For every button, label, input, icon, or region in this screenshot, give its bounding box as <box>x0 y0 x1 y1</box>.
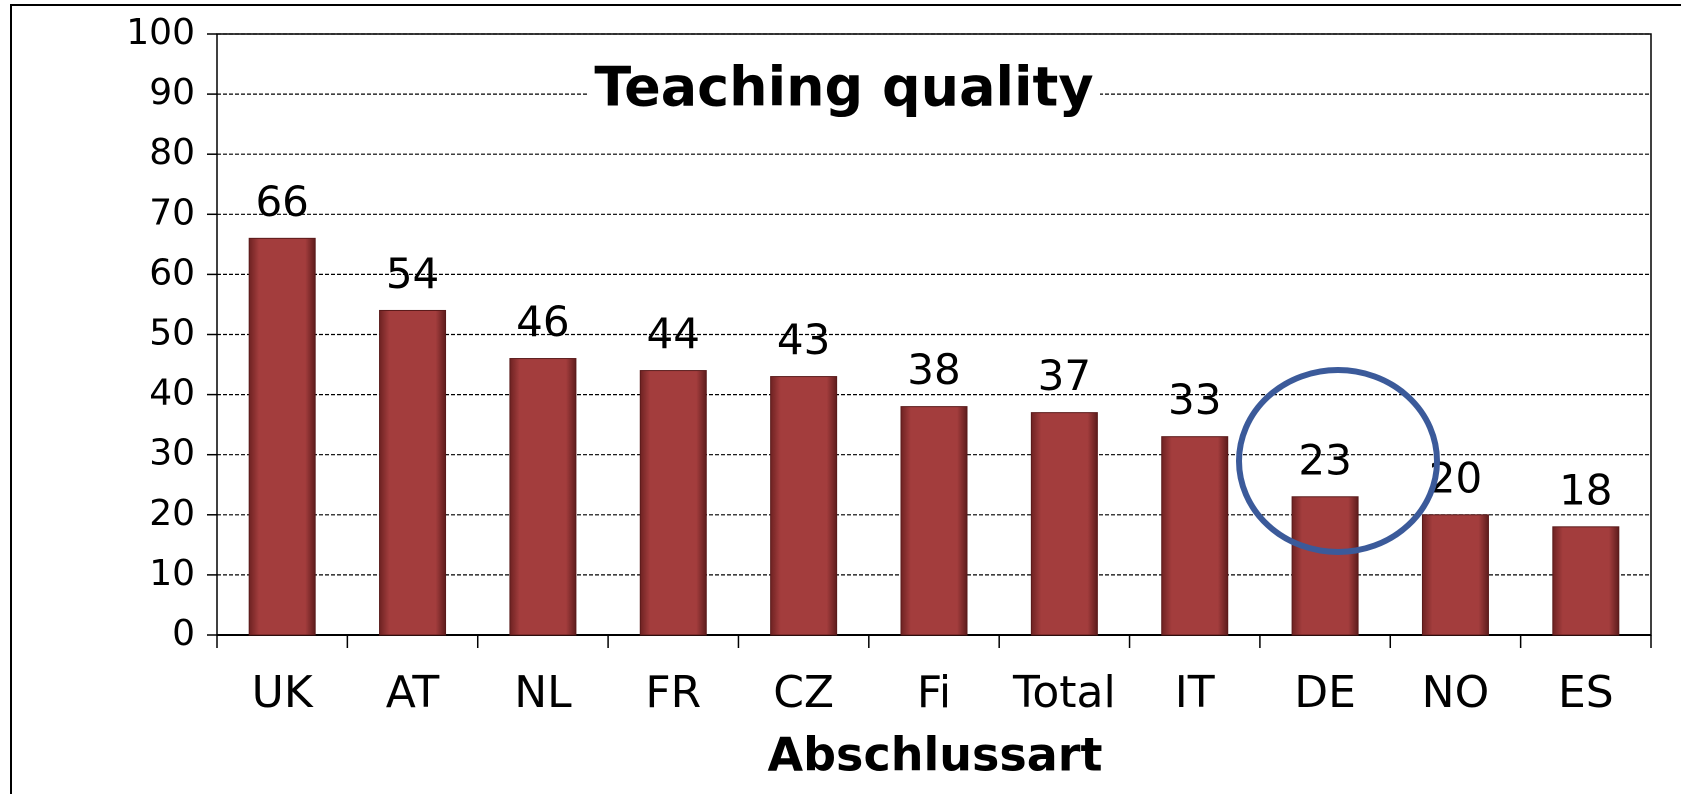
bar <box>509 358 577 636</box>
data-label: 37 <box>1038 351 1091 400</box>
y-tick-label: 100 <box>126 12 195 53</box>
x-tick-label: DE <box>1294 667 1356 718</box>
x-tick-label: IT <box>1175 667 1215 718</box>
x-tick-label: CZ <box>773 667 834 718</box>
data-label: 23 <box>1298 435 1351 484</box>
bar <box>1291 496 1359 636</box>
bars: UK 66 AT 54 NL 46 FR 44 CZ 43 Fi 38 Total 37 IT 33 DE 23 N… <box>248 177 1620 718</box>
y-tick-label: 40 <box>149 373 195 414</box>
y-tick-label: 30 <box>149 433 195 474</box>
x-tick-label: AT <box>386 667 440 718</box>
data-label: 33 <box>1168 375 1221 424</box>
bar <box>639 370 707 636</box>
data-label: 18 <box>1559 465 1612 514</box>
data-label: 38 <box>907 345 960 394</box>
y-tick-label: 90 <box>149 72 195 113</box>
highlight-circle <box>1236 367 1440 555</box>
y-tick-label: 80 <box>149 132 195 173</box>
chart-title: Teaching quality <box>594 56 1093 119</box>
bar <box>1030 412 1098 636</box>
bar <box>1552 526 1620 636</box>
y-tick-label: 10 <box>149 553 195 594</box>
x-tick-label: Total <box>1012 667 1116 718</box>
data-label: 66 <box>255 177 308 226</box>
data-label: 44 <box>647 309 700 358</box>
y-tick-label: 70 <box>149 192 195 233</box>
title-background <box>588 60 1100 122</box>
x-tick-label: NL <box>514 667 572 718</box>
bar <box>1421 514 1489 636</box>
bar <box>1161 436 1229 636</box>
y-tick-label: 20 <box>149 493 195 534</box>
x-tick-label: FR <box>645 667 701 718</box>
bar <box>770 376 838 636</box>
x-axis-label: Abschlussart <box>768 728 1103 782</box>
data-label: 54 <box>386 249 439 298</box>
x-tick-label: UK <box>252 667 314 718</box>
bar <box>900 406 968 636</box>
x-tick-label: NO <box>1422 667 1490 718</box>
x-tick-label: ES <box>1558 667 1614 718</box>
bar <box>248 237 316 636</box>
chart-border <box>10 4 1681 794</box>
data-label: 46 <box>516 297 569 346</box>
y-tick-label: 0 <box>172 613 195 654</box>
x-tick-label: Fi <box>917 667 951 718</box>
y-tick-label: 50 <box>149 313 195 354</box>
data-label: 43 <box>777 315 830 364</box>
y-tick-label: 60 <box>149 252 195 293</box>
bar <box>379 309 447 636</box>
